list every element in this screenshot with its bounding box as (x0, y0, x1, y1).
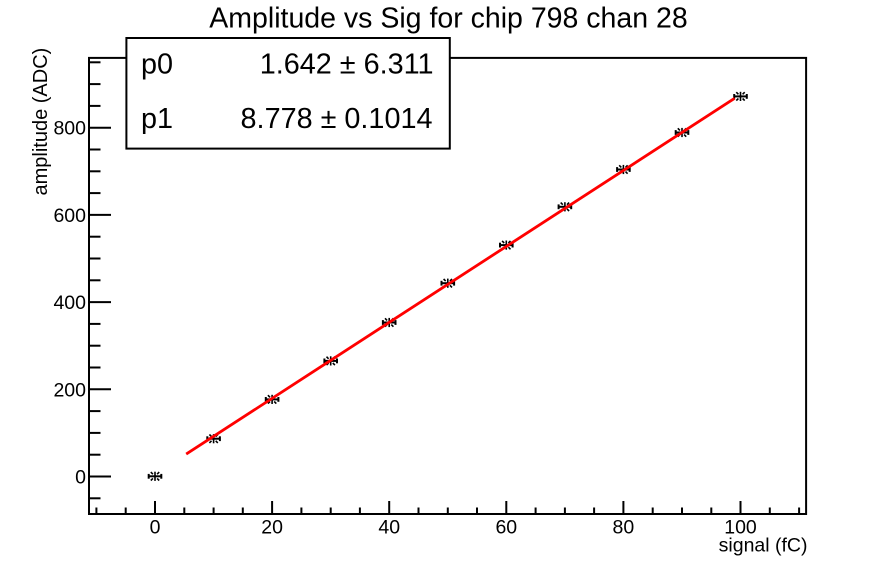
svg-text:800: 800 (53, 118, 86, 140)
svg-text:200: 200 (53, 379, 86, 401)
svg-text:amplitude (ADC): amplitude (ADC) (30, 48, 52, 196)
svg-text:p0: p0 (141, 49, 173, 81)
svg-text:600: 600 (53, 205, 86, 227)
svg-text:Amplitude vs Sig for chip 798: Amplitude vs Sig for chip 798 chan 28 (209, 2, 687, 34)
svg-text:0: 0 (150, 517, 161, 539)
svg-text:60: 60 (495, 517, 517, 539)
svg-text:80: 80 (613, 517, 635, 539)
svg-text:100: 100 (724, 517, 757, 539)
svg-text:0: 0 (75, 467, 86, 489)
svg-text:signal (fC): signal (fC) (719, 535, 808, 557)
svg-text:1.642 ± 6.311: 1.642 ± 6.311 (260, 49, 434, 81)
svg-text:8.778 ± 0.1014: 8.778 ± 0.1014 (241, 103, 433, 135)
svg-text:p1: p1 (141, 103, 173, 135)
svg-text:40: 40 (378, 517, 400, 539)
svg-text:400: 400 (53, 292, 86, 314)
svg-text:20: 20 (261, 517, 283, 539)
